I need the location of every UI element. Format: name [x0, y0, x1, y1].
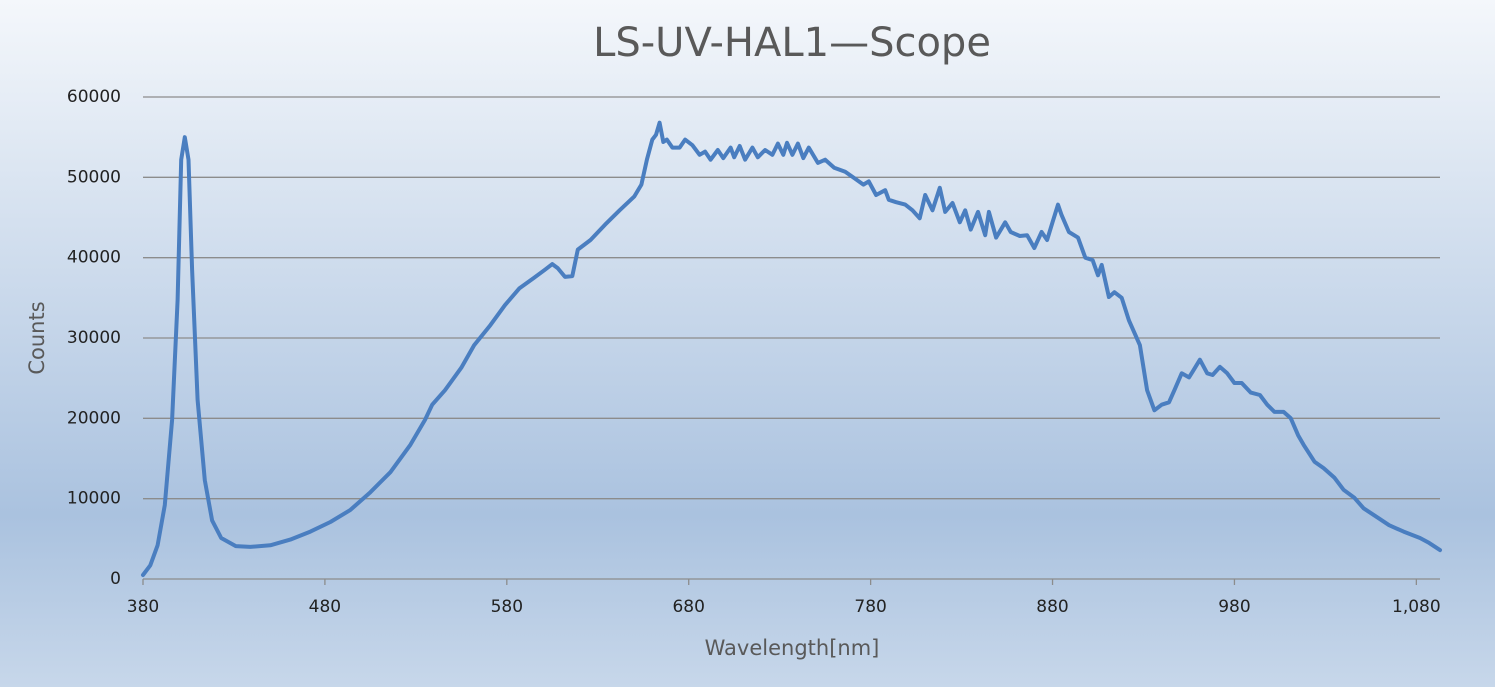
y-tick-label: 20000	[67, 408, 121, 428]
data-line	[141, 120, 1442, 577]
y-tick-label: 0	[110, 569, 121, 589]
x-tick-label: 780	[854, 597, 886, 617]
chart-title: LS-UV-HAL1—Scope	[593, 20, 991, 66]
x-tick-label: 980	[1218, 597, 1250, 617]
y-tick-label: 40000	[67, 248, 121, 268]
x-tick-label: 580	[491, 597, 523, 617]
y-axis-title: Counts	[25, 301, 49, 374]
x-tick-label: 480	[309, 597, 341, 617]
x-tick-label: 680	[672, 597, 704, 617]
x-tick-label: 380	[127, 597, 159, 617]
y-tick-label: 30000	[67, 328, 121, 348]
y-tick-label: 60000	[67, 87, 121, 107]
y-tick-label: 10000	[67, 489, 121, 509]
y-tick-label: 50000	[67, 167, 121, 187]
x-axis-title: Wavelength[nm]	[705, 636, 880, 660]
x-tick-label: 1,080	[1392, 597, 1441, 617]
x-tick-label: 880	[1036, 597, 1068, 617]
